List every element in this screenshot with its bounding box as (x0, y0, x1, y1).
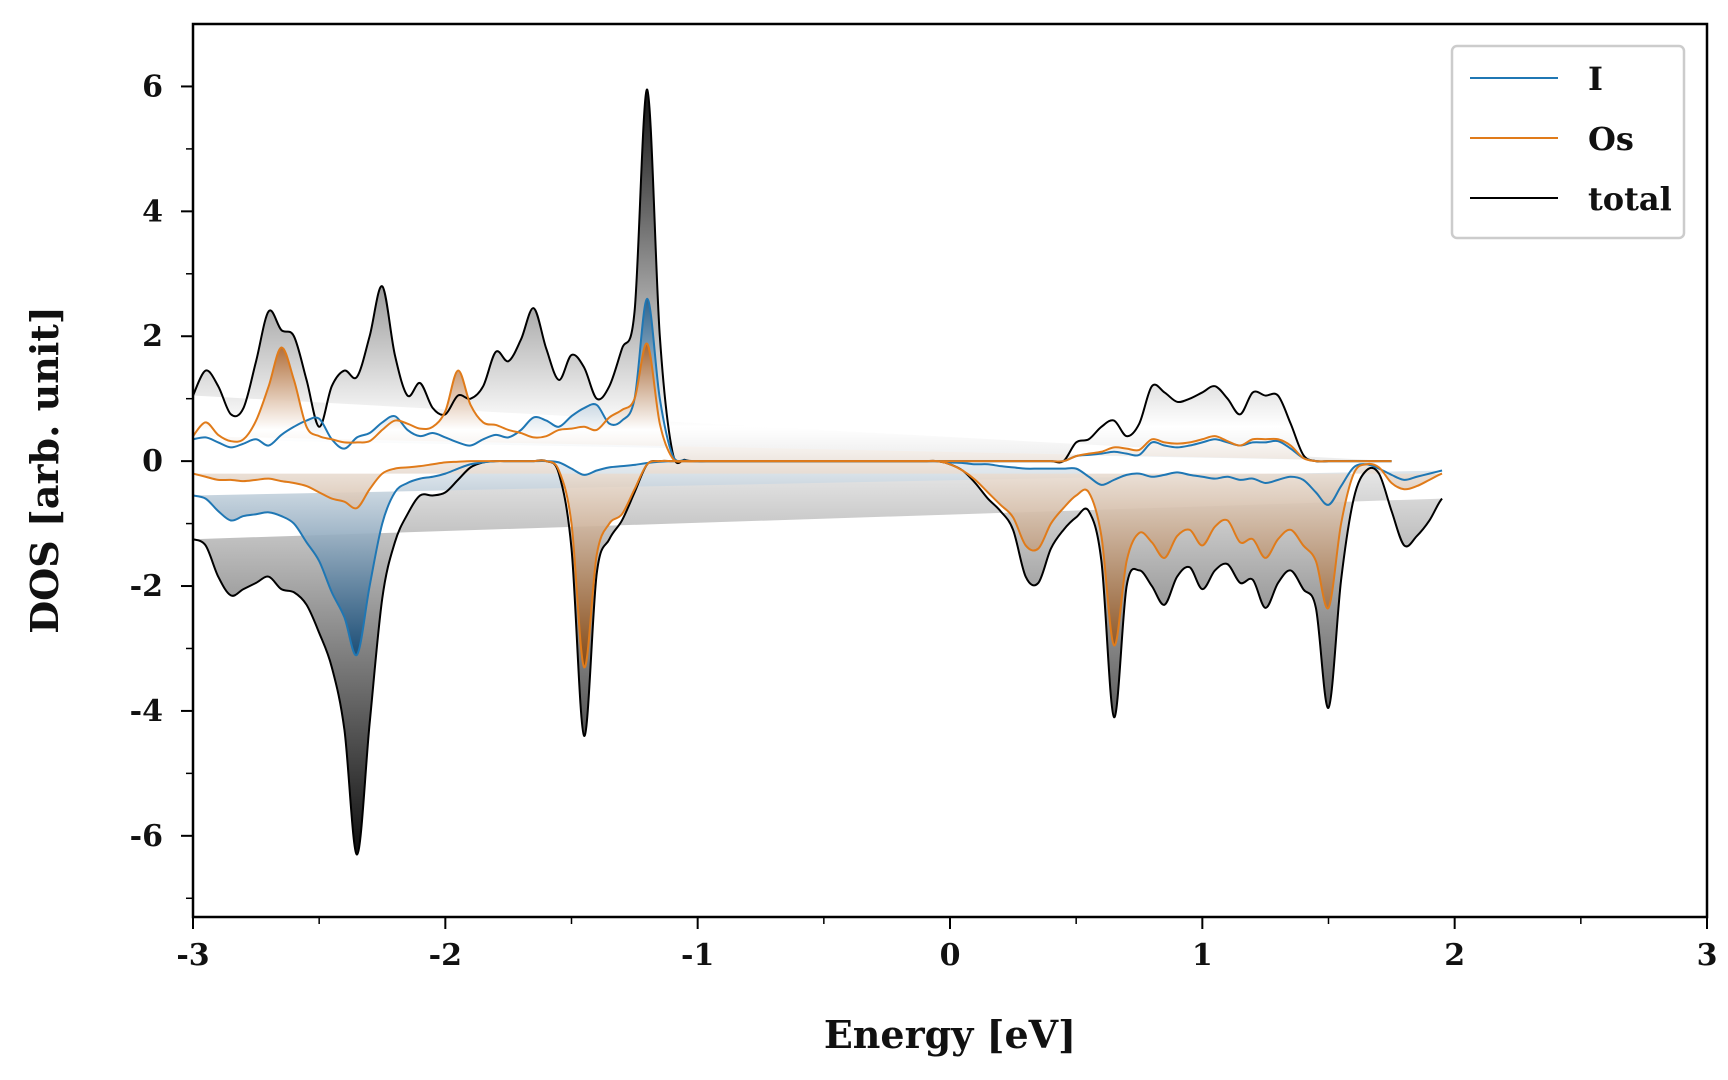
area-total-up (193, 89, 1392, 464)
area-Os-up (193, 343, 1392, 462)
legend: I Os total (1450, 44, 1686, 240)
legend-label-I: I (1588, 60, 1603, 98)
line-Os-down (193, 459, 1443, 669)
x-tick-label: -3 (176, 938, 209, 973)
y-tick-label: 6 (142, 69, 163, 104)
y-axis-title: DOS [arb. unit] (22, 306, 67, 634)
legend-label-Os: Os (1588, 120, 1634, 158)
x-tick-label: 1 (1192, 938, 1213, 973)
area-total-down (193, 460, 1443, 855)
legend-box (1450, 44, 1686, 240)
x-tick-label: -1 (681, 938, 714, 973)
x-tick-label: 0 (940, 938, 961, 973)
x-tick-label: -2 (429, 938, 462, 973)
y-tick-label: -4 (130, 694, 163, 729)
y-tick-label: 4 (142, 194, 163, 229)
legend-label-total: total (1588, 180, 1672, 218)
y-tick-label: -2 (130, 569, 163, 604)
y-tick-label: 0 (142, 444, 163, 479)
x-axis-title: Energy [eV] (824, 1012, 1076, 1057)
y-tick-label: -6 (130, 819, 163, 854)
x-tick-label: 2 (1444, 938, 1465, 973)
x-tick-label: 3 (1697, 938, 1718, 973)
area-Os-down (193, 460, 1443, 668)
y-tick-label: 2 (142, 319, 163, 354)
